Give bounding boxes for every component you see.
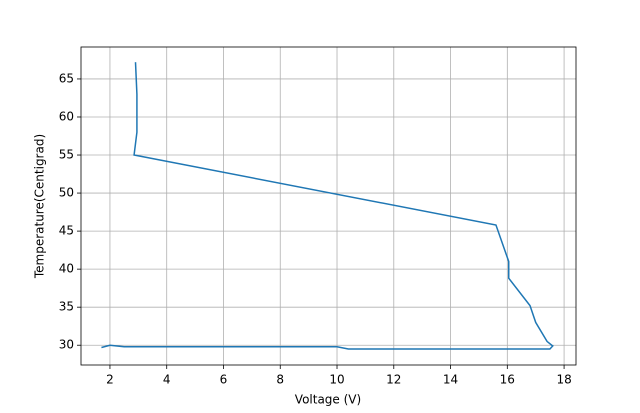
y-tick-label: 60 bbox=[59, 109, 74, 123]
y-axis-label: Temperature(Centigrad) bbox=[33, 134, 47, 279]
data-line bbox=[101, 62, 554, 350]
x-tick-label: 16 bbox=[500, 373, 515, 387]
y-tick-label: 55 bbox=[59, 148, 74, 162]
x-tick-label: 4 bbox=[163, 373, 171, 387]
x-tick-label: 10 bbox=[329, 373, 344, 387]
x-tick-label: 2 bbox=[106, 373, 114, 387]
y-tick-label: 65 bbox=[59, 71, 74, 85]
y-tick-label: 50 bbox=[59, 186, 74, 200]
y-tick-label: 40 bbox=[59, 262, 74, 276]
y-tick-label: 45 bbox=[59, 224, 74, 238]
x-tick-label: 14 bbox=[443, 373, 458, 387]
x-tick-label: 18 bbox=[556, 373, 571, 387]
x-tick-label: 6 bbox=[220, 373, 228, 387]
y-tick-label: 35 bbox=[59, 300, 74, 314]
plot-frame bbox=[80, 46, 577, 366]
x-axis-label: Voltage (V) bbox=[295, 393, 361, 407]
y-tick-label: 30 bbox=[59, 338, 74, 352]
x-tick-label: 8 bbox=[276, 373, 284, 387]
x-tick-label: 12 bbox=[386, 373, 401, 387]
